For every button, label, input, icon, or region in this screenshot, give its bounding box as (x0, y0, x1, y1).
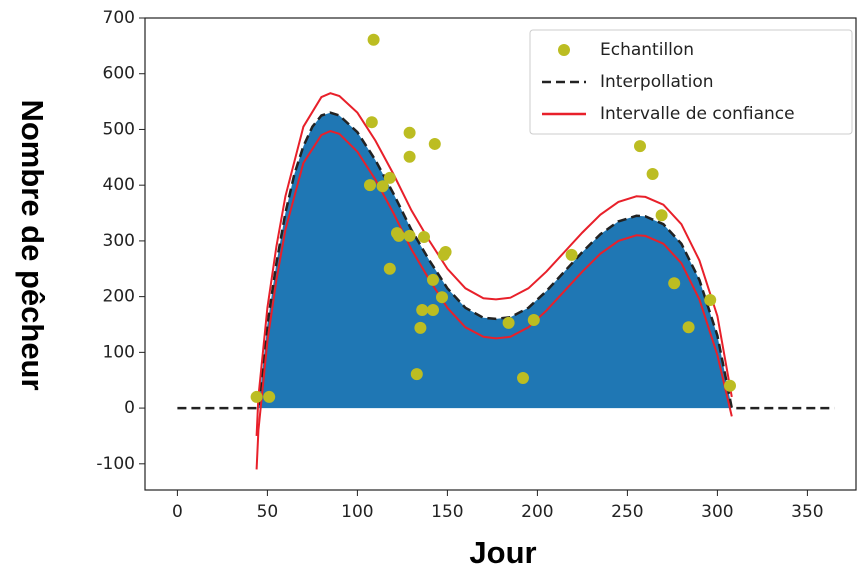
y-axis-title: Nombre de pêcheur (15, 99, 50, 390)
confidence-lower (255, 130, 733, 470)
x-tick-label: 300 (701, 502, 733, 522)
sample-point (565, 248, 578, 261)
sample-point (365, 116, 378, 129)
sample-point (502, 316, 515, 329)
confidence-upper (255, 92, 733, 436)
x-tick-label: 100 (341, 502, 373, 522)
x-axis-title: Jour (469, 535, 536, 570)
y-tick-label: 600 (103, 64, 135, 84)
sample-point (427, 273, 439, 286)
sample-point (376, 180, 389, 193)
sample-point (436, 291, 448, 304)
legend-label: Interpollation (600, 72, 714, 92)
sample-point (655, 209, 668, 222)
sample-point (439, 246, 452, 259)
sample-point (403, 126, 416, 139)
plot (177, 33, 835, 470)
sample-point (724, 379, 736, 392)
sample-point (427, 304, 439, 317)
x-tick-label: 250 (611, 502, 643, 522)
y-tick-label: 500 (103, 119, 135, 139)
sample-point (410, 368, 423, 381)
x-tick-label: 150 (431, 502, 463, 522)
x-tick-label: 50 (257, 502, 279, 522)
x-tick-label: 0 (172, 502, 183, 522)
y-tick-label: 0 (124, 398, 135, 418)
area (177, 112, 835, 409)
y-tick-label: 700 (103, 8, 135, 28)
sample-point (634, 140, 646, 153)
sample-point (263, 390, 276, 403)
x-tick-label: 350 (791, 502, 823, 522)
sample-point (364, 179, 376, 192)
sample-point (704, 293, 717, 306)
sample-point (403, 229, 416, 242)
legend-label: Intervalle de confiance (600, 104, 795, 124)
sample-point (416, 304, 429, 317)
sample-point (392, 229, 405, 242)
sample-point (527, 314, 540, 327)
sample-point (418, 231, 430, 244)
interpolation-line (177, 111, 835, 410)
y-tick-label: 400 (103, 175, 135, 195)
y-tick-label: -100 (96, 454, 135, 474)
x-tick-label: 200 (521, 502, 553, 522)
sample-point (682, 321, 695, 334)
sample-point (517, 371, 529, 384)
sample-point (414, 321, 427, 334)
sample-point (250, 390, 263, 403)
sample-point (403, 150, 416, 163)
plot-frame (144, 17, 857, 491)
sample-point (646, 168, 659, 181)
sample-point (383, 262, 396, 275)
y-tick-label: 200 (103, 287, 135, 307)
y-tick-label: 100 (103, 342, 135, 362)
sample-point (367, 33, 380, 46)
sample-point (428, 137, 441, 150)
sample-point (668, 277, 681, 290)
y-tick-label: 300 (103, 231, 135, 251)
legend-label: Echantillon (600, 40, 694, 60)
legend-box (529, 29, 853, 135)
sample-point (383, 171, 396, 184)
legend-marker (558, 44, 570, 56)
